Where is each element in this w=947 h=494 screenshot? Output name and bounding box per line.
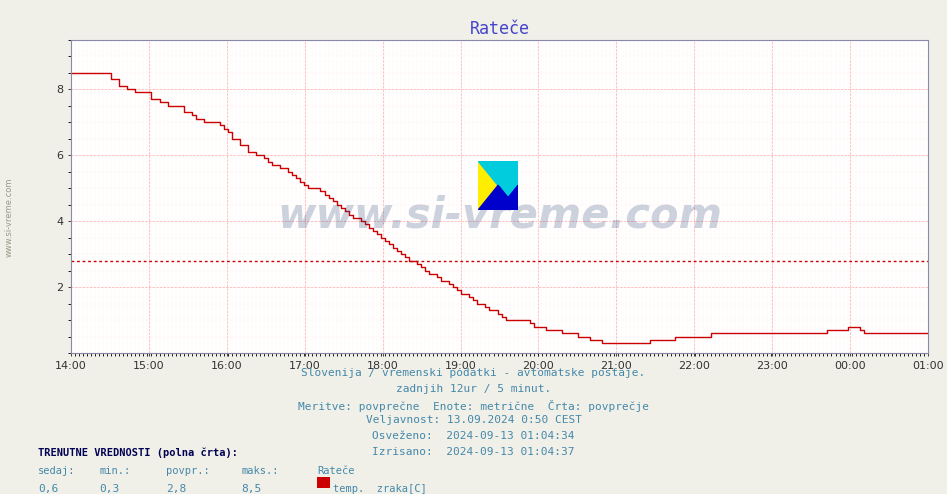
Text: min.:: min.: <box>99 466 131 476</box>
Text: Slovenija / vremenski podatki - avtomatske postaje.: Slovenija / vremenski podatki - avtomats… <box>301 368 646 378</box>
Text: temp.  zraka[C]: temp. zraka[C] <box>333 484 427 494</box>
Text: povpr.:: povpr.: <box>166 466 209 476</box>
Text: Meritve: povprečne  Enote: metrične  Črta: povprečje: Meritve: povprečne Enote: metrične Črta:… <box>298 400 649 412</box>
Text: 0,6: 0,6 <box>38 484 58 494</box>
Polygon shape <box>478 161 518 210</box>
Title: Rateče: Rateče <box>470 20 529 38</box>
Polygon shape <box>478 185 518 210</box>
Text: sedaj:: sedaj: <box>38 466 76 476</box>
Text: Osveženo:  2024-09-13 01:04:34: Osveženo: 2024-09-13 01:04:34 <box>372 431 575 441</box>
Polygon shape <box>478 185 518 210</box>
Text: www.si-vreme.com: www.si-vreme.com <box>277 194 722 236</box>
Text: 2,8: 2,8 <box>166 484 186 494</box>
Text: 0,3: 0,3 <box>99 484 119 494</box>
Text: TRENUTNE VREDNOSTI (polna črta):: TRENUTNE VREDNOSTI (polna črta): <box>38 447 238 457</box>
Text: Izrisano:  2024-09-13 01:04:37: Izrisano: 2024-09-13 01:04:37 <box>372 447 575 457</box>
Text: maks.:: maks.: <box>241 466 279 476</box>
Text: Veljavnost: 13.09.2024 0:50 CEST: Veljavnost: 13.09.2024 0:50 CEST <box>366 415 581 425</box>
Text: www.si-vreme.com: www.si-vreme.com <box>5 178 14 257</box>
Text: zadnjih 12ur / 5 minut.: zadnjih 12ur / 5 minut. <box>396 384 551 394</box>
Text: Rateče: Rateče <box>317 466 355 476</box>
Polygon shape <box>478 161 518 210</box>
Text: 8,5: 8,5 <box>241 484 261 494</box>
